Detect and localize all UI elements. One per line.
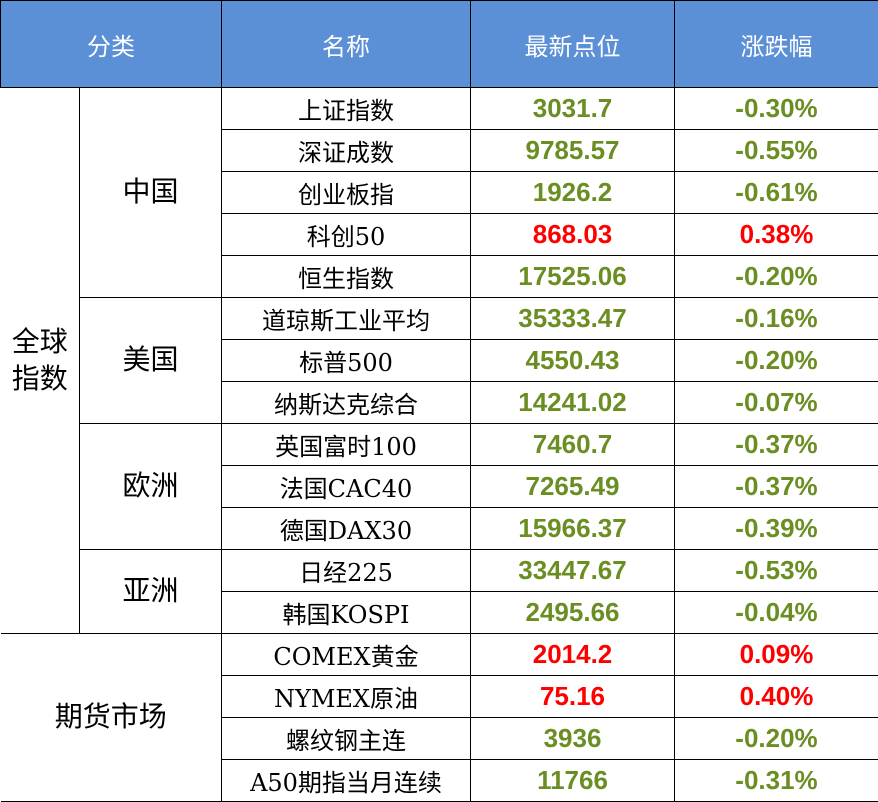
- index-value: 868.03: [470, 213, 675, 256]
- group-global-indices: 全球 指数: [0, 87, 80, 634]
- table-row: 亚洲 日经225 33447.67 -0.53%: [1, 549, 878, 634]
- index-name: NYMEX原油: [221, 675, 471, 718]
- index-name: 德国DAX30: [221, 507, 471, 550]
- index-name: 道琼斯工业平均: [221, 297, 471, 340]
- table-row: 美国 道琼斯工业平均 35333.47 -0.16%: [1, 297, 878, 424]
- header-category: 分类: [0, 0, 222, 88]
- table-row: 标普500 4550.43 -0.20%: [1, 339, 878, 382]
- table-row: 恒生指数 17525.06 -0.20%: [1, 255, 878, 298]
- index-name: 深证成数: [221, 129, 471, 172]
- header-change: 涨跌幅: [674, 0, 878, 88]
- group-asia: 亚洲: [79, 549, 222, 634]
- index-value: 3031.7: [470, 87, 675, 130]
- index-name: 英国富时100: [221, 423, 471, 466]
- index-name: A50期指当月连续: [221, 759, 471, 802]
- index-change: -0.07%: [674, 381, 878, 424]
- index-change: -0.20%: [674, 717, 878, 760]
- index-change: 0.09%: [674, 633, 878, 676]
- index-value: 15966.37: [470, 507, 675, 550]
- index-value: 17525.06: [470, 255, 675, 298]
- group-europe: 欧洲: [79, 423, 222, 550]
- index-name: 日经225: [221, 549, 471, 592]
- index-name: 标普500: [221, 339, 471, 382]
- index-name: 韩国KOSPI: [221, 591, 471, 634]
- table-row: A50期指当月连续 11766 -0.31%: [1, 759, 878, 802]
- table-row: 欧洲 英国富时100 7460.7 -0.37%: [1, 423, 878, 550]
- index-change: 0.40%: [674, 675, 878, 718]
- table-row: 期货市场 COMEX黄金 2014.2 0.09%: [0, 633, 878, 802]
- index-value: 7460.7: [470, 423, 675, 466]
- table-row: 韩国KOSPI 2495.66 -0.04%: [1, 591, 878, 634]
- index-change: -0.37%: [674, 423, 878, 466]
- table-row: 法国CAC40 7265.49 -0.37%: [1, 465, 878, 508]
- index-name: 创业板指: [221, 171, 471, 214]
- index-name: COMEX黄金: [221, 633, 471, 676]
- index-change: -0.04%: [674, 591, 878, 634]
- index-value: 75.16: [470, 675, 675, 718]
- index-change: 0.38%: [674, 213, 878, 256]
- index-change: -0.31%: [674, 759, 878, 802]
- index-change: -0.39%: [674, 507, 878, 550]
- table-row: 德国DAX30 15966.37 -0.39%: [1, 507, 878, 550]
- group-futures: 期货市场: [0, 633, 222, 802]
- table-row: 纳斯达克综合 14241.02 -0.07%: [1, 381, 878, 424]
- index-change: -0.20%: [674, 339, 878, 382]
- header-name: 名称: [221, 0, 471, 88]
- index-value: 2014.2: [470, 633, 675, 676]
- index-change: -0.16%: [674, 297, 878, 340]
- index-value: 35333.47: [470, 297, 675, 340]
- index-name: 科创50: [221, 213, 471, 256]
- index-change: -0.55%: [674, 129, 878, 172]
- index-change: -0.30%: [674, 87, 878, 130]
- group-china: 中国: [79, 87, 222, 298]
- index-value: 2495.66: [470, 591, 675, 634]
- index-name: 法国CAC40: [221, 465, 471, 508]
- index-name: 纳斯达克综合: [221, 381, 471, 424]
- header-row: 分类 名称 最新点位 涨跌幅: [0, 0, 878, 88]
- table-row: 全球 指数 中国 上证指数 3031.7 -0.30%: [0, 87, 878, 634]
- index-value: 1926.2: [470, 171, 675, 214]
- index-value: 3936: [470, 717, 675, 760]
- index-change: -0.20%: [674, 255, 878, 298]
- table-row: 螺纹钢主连 3936 -0.20%: [1, 717, 878, 760]
- index-value: 7265.49: [470, 465, 675, 508]
- index-value: 4550.43: [470, 339, 675, 382]
- index-change: -0.61%: [674, 171, 878, 214]
- index-change: -0.53%: [674, 549, 878, 592]
- index-value: 9785.57: [470, 129, 675, 172]
- index-name: 恒生指数: [221, 255, 471, 298]
- index-value: 14241.02: [470, 381, 675, 424]
- group-global-label: 全球 指数: [11, 325, 68, 395]
- header-latest: 最新点位: [470, 0, 675, 88]
- table-row: 深证成数 9785.57 -0.55%: [1, 129, 878, 172]
- index-name: 上证指数: [221, 87, 471, 130]
- index-name: 螺纹钢主连: [221, 717, 471, 760]
- index-value: 33447.67: [470, 549, 675, 592]
- group-usa: 美国: [79, 297, 222, 424]
- index-value: 11766: [470, 759, 675, 802]
- index-change: -0.37%: [674, 465, 878, 508]
